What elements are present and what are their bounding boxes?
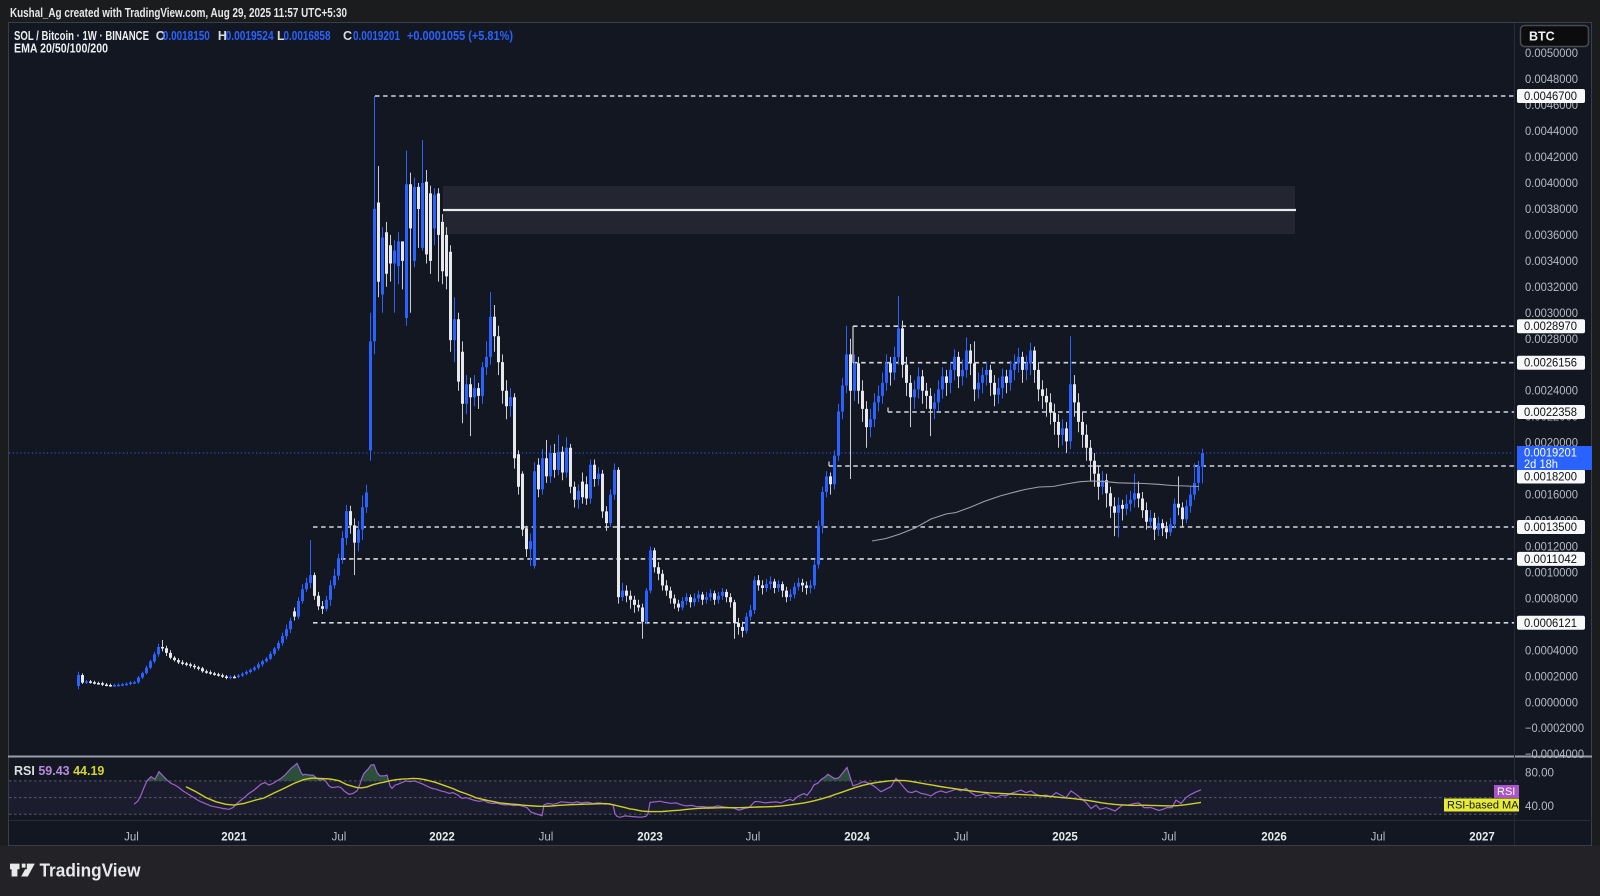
svg-text:0.0030000: 0.0030000 [1525,308,1578,320]
svg-text:0.0028000: 0.0028000 [1525,334,1578,346]
svg-text:L: L [277,29,285,43]
svg-text:2025: 2025 [1052,832,1078,844]
svg-text:Jul: Jul [1162,832,1177,844]
svg-text:0.0032000: 0.0032000 [1525,282,1578,294]
svg-text:2d 18h: 2d 18h [1524,459,1558,471]
svg-text:0.0042000: 0.0042000 [1525,152,1578,164]
svg-text:RSI: RSI [1497,786,1515,798]
svg-text:RSI 59.43 44.19: RSI 59.43 44.19 [14,764,104,778]
svg-text:0.0026156: 0.0026156 [1524,358,1577,370]
svg-text:RSI-based MA: RSI-based MA [1447,800,1519,812]
svg-text:Jul: Jul [1371,832,1386,844]
svg-text:2022: 2022 [429,832,455,844]
svg-text:0.0000000: 0.0000000 [1525,697,1578,709]
svg-text:H: H [218,29,227,43]
svg-text:−0.0002000: −0.0002000 [1525,723,1584,735]
svg-text:0.0028970: 0.0028970 [1524,321,1577,333]
svg-text:BTC: BTC [1529,30,1555,44]
svg-text:0.0008000: 0.0008000 [1525,593,1578,605]
svg-text:2021: 2021 [221,832,247,844]
svg-text:0.0038000: 0.0038000 [1525,204,1578,216]
svg-text:2024: 2024 [844,832,870,844]
svg-text:0.0004000: 0.0004000 [1525,645,1578,657]
svg-text:0.0050000: 0.0050000 [1525,48,1578,60]
svg-text:EMA 20/50/100/200: EMA 20/50/100/200 [14,42,108,56]
svg-text:Jul: Jul [124,832,139,844]
svg-text:0.0036000: 0.0036000 [1525,230,1578,242]
svg-text:0.0044000: 0.0044000 [1525,126,1578,138]
svg-text:0.0024000: 0.0024000 [1525,386,1578,398]
svg-text:TradingView: TradingView [40,861,142,881]
svg-text:0.0046700: 0.0046700 [1524,91,1577,103]
svg-text:0.0013500: 0.0013500 [1524,522,1577,534]
svg-text:0.0016000: 0.0016000 [1525,490,1578,502]
svg-text:0.0040000: 0.0040000 [1525,178,1578,190]
svg-text:0.0002000: 0.0002000 [1525,671,1578,683]
svg-text:0.0034000: 0.0034000 [1525,256,1578,268]
svg-text:Kushal_Ag created with Trading: Kushal_Ag created with TradingView.com, … [10,5,347,20]
svg-text:0.0022358: 0.0022358 [1524,407,1577,419]
svg-text:0.0006121: 0.0006121 [1524,618,1577,630]
svg-text:40.00: 40.00 [1525,801,1554,813]
svg-text:2023: 2023 [637,832,663,844]
svg-text:2027: 2027 [1469,832,1495,844]
svg-text:SOL / Bitcoin · 1W · BINANCE: SOL / Bitcoin · 1W · BINANCE [14,29,149,43]
svg-text:80.00: 80.00 [1525,768,1554,780]
svg-text:0.0018150: 0.0018150 [163,29,210,43]
svg-text:O: O [156,29,166,43]
svg-text:0.0018200: 0.0018200 [1524,472,1577,484]
svg-text:0.0010000: 0.0010000 [1525,568,1578,580]
svg-text:C: C [343,29,352,43]
svg-text:0.0046000: 0.0046000 [1525,100,1578,112]
svg-text:0.0048000: 0.0048000 [1525,74,1578,86]
svg-text:+0.0001055 (+5.81%): +0.0001055 (+5.81%) [407,29,513,43]
svg-text:2026: 2026 [1261,832,1287,844]
svg-text:0.0019524: 0.0019524 [226,29,274,43]
svg-text:0.0016858: 0.0016858 [284,29,331,43]
svg-text:0.0012000: 0.0012000 [1525,542,1578,554]
svg-text:Jul: Jul [954,832,969,844]
svg-text:−0.0004000: −0.0004000 [1525,749,1584,761]
svg-text:0.0019201: 0.0019201 [1524,448,1577,460]
svg-text:0.0019201: 0.0019201 [353,29,400,43]
svg-text:Jul: Jul [332,832,347,844]
svg-text:Jul: Jul [746,832,761,844]
svg-text:Jul: Jul [539,832,554,844]
svg-text:0.0011042: 0.0011042 [1524,554,1577,566]
